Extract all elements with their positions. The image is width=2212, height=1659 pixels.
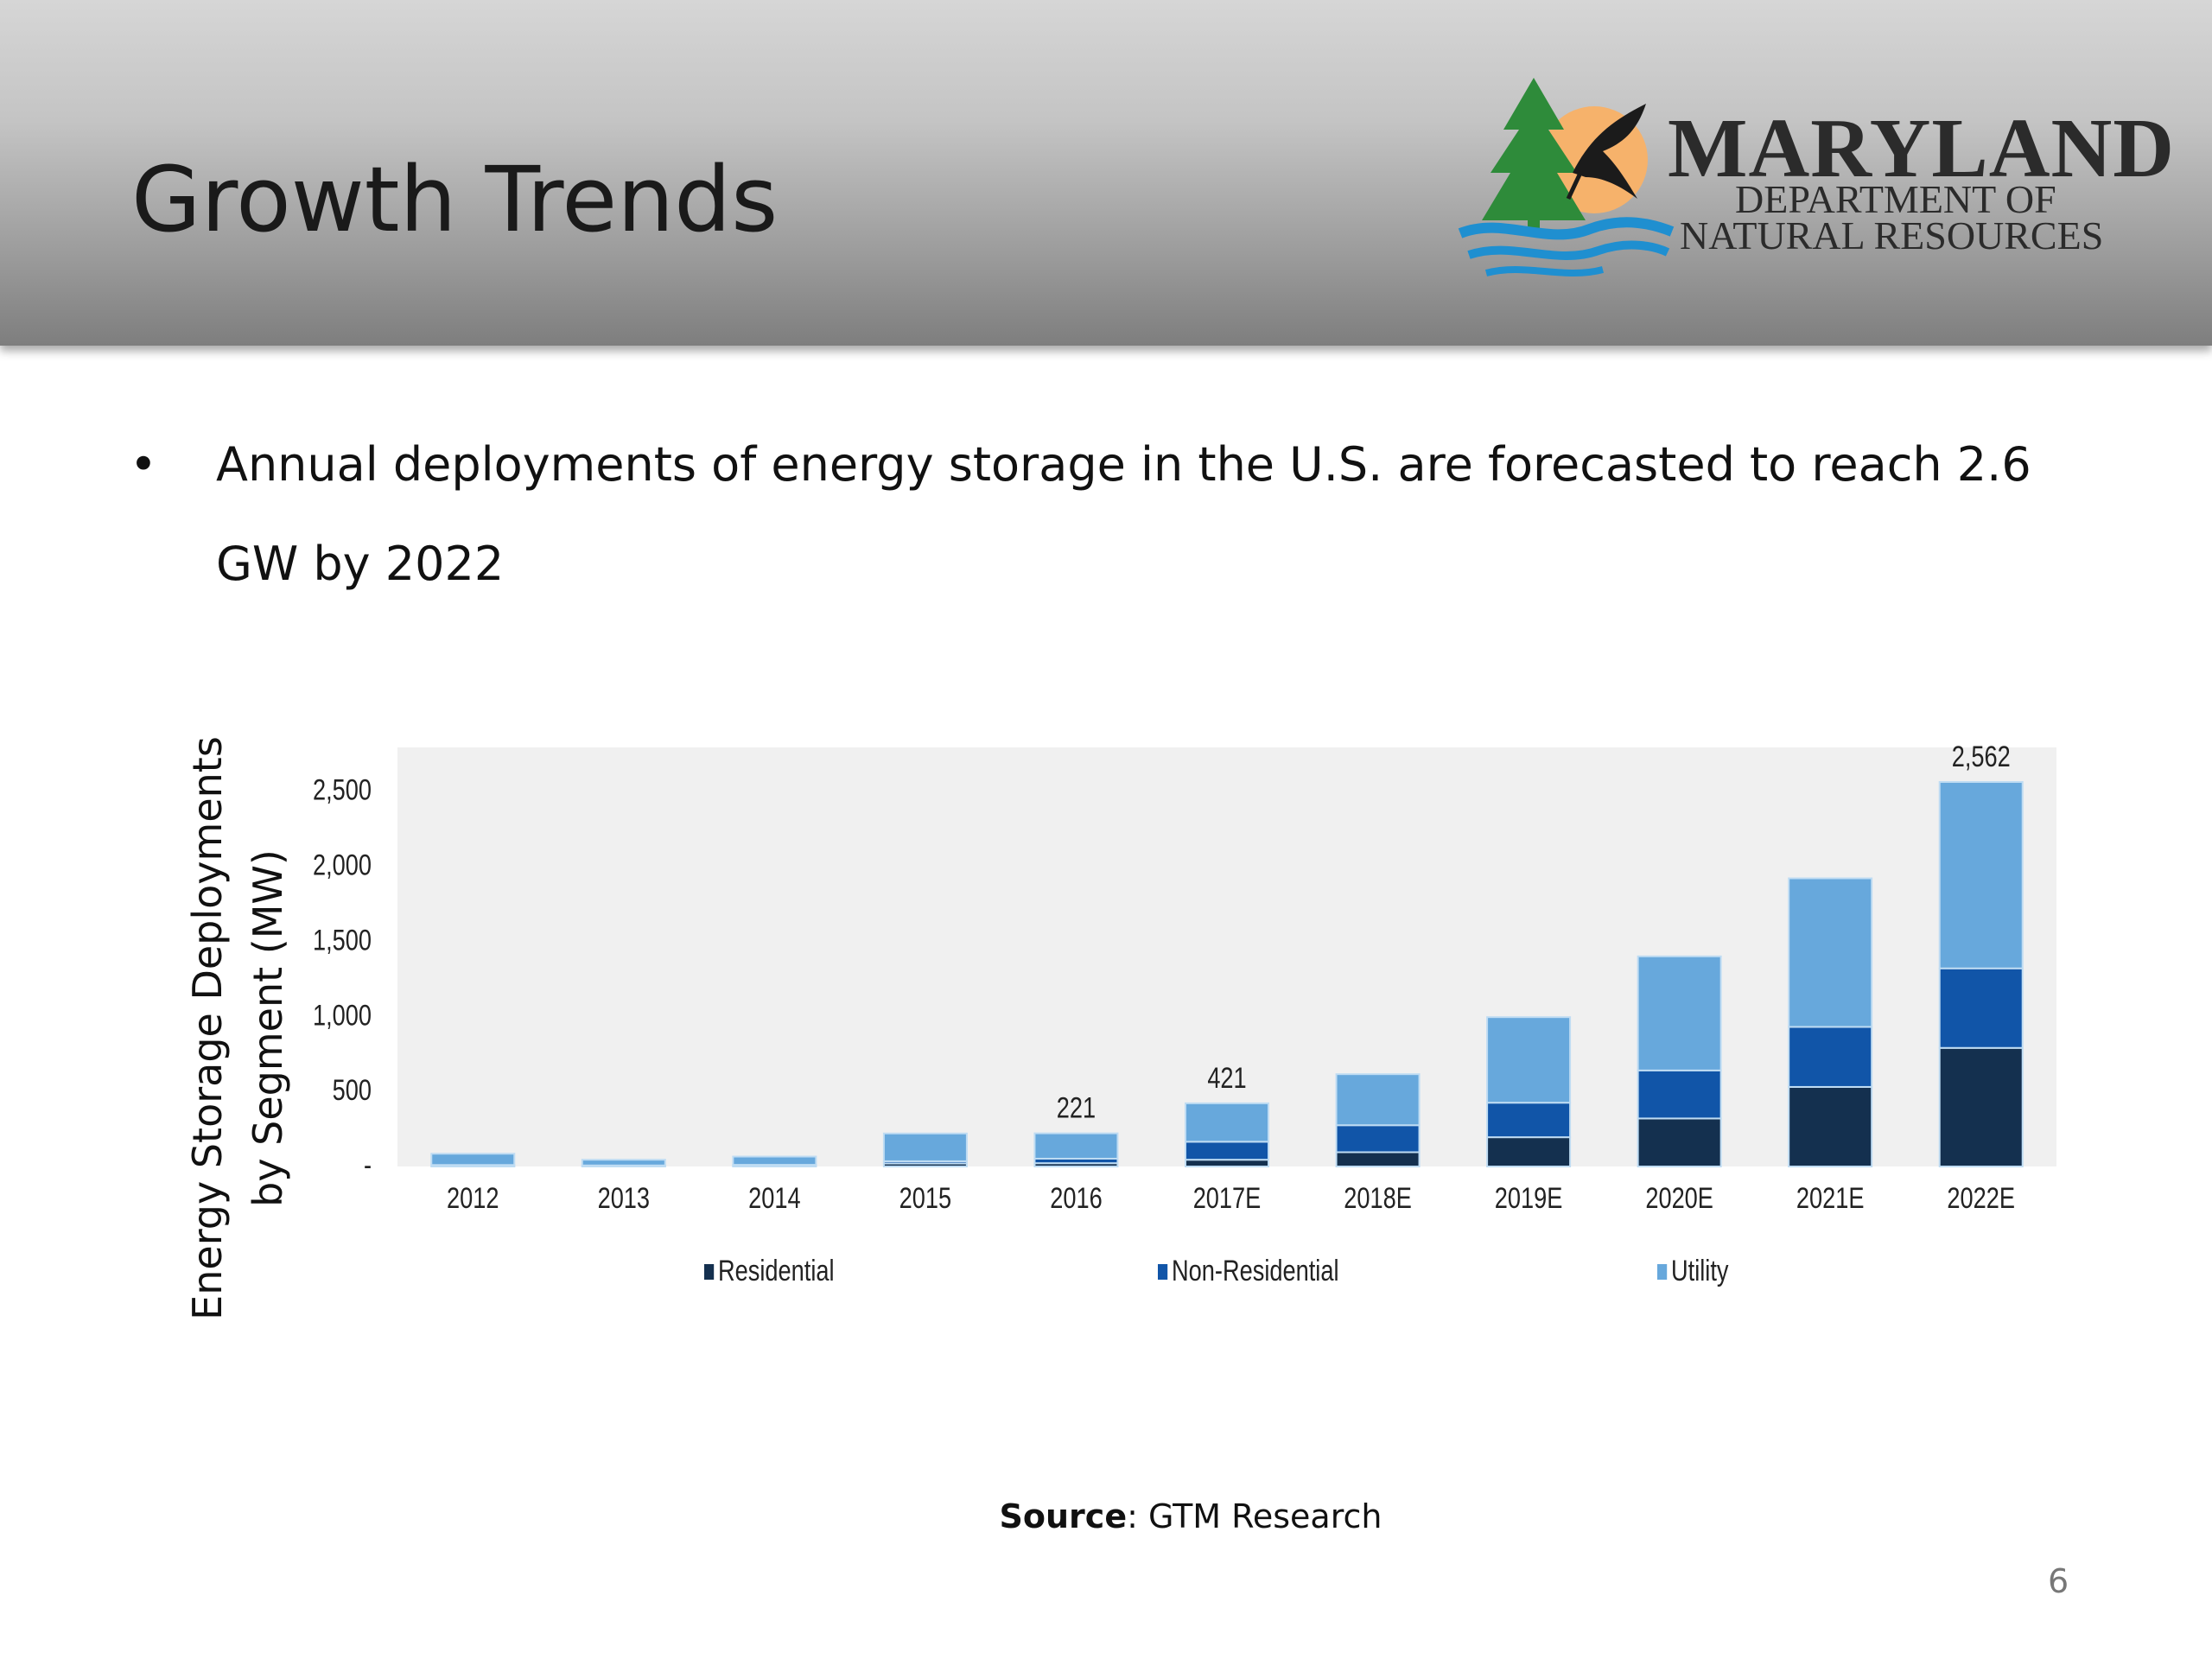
energy-storage-stacked-bar-chart: - 500 1,000 1,500 2,000 2,500 2012 2013 2014 2015… xyxy=(313,740,2056,1215)
bar-segment-non-residential xyxy=(1938,967,2024,1049)
bar-segment-utility xyxy=(1486,1016,1572,1104)
y-tick-label: 1,500 xyxy=(313,924,372,957)
y-tick-label: 500 xyxy=(333,1073,372,1107)
bar-segment-residential xyxy=(1637,1117,1722,1167)
plot-area xyxy=(397,747,2056,1166)
y-axis-title: Energy Storage Deployments by Segment (M… xyxy=(184,736,291,1320)
bar-segment-residential xyxy=(1938,1046,2024,1168)
bar-segment-non-residential xyxy=(1486,1102,1572,1139)
legend-label: Residential xyxy=(718,1255,835,1287)
source-text: : GTM Research xyxy=(1127,1497,1382,1535)
bullet-list: • Annual deployments of energy storage i… xyxy=(130,415,2082,613)
bar-segment-utility xyxy=(1938,780,2024,969)
legend-label: Non-Residential xyxy=(1172,1255,1339,1287)
bar-segment-utility xyxy=(1788,877,1873,1028)
bar-segment-residential xyxy=(1788,1085,1873,1167)
legend-item: Non-Residential xyxy=(1158,1255,1339,1288)
logo-line-maryland: MARYLAND xyxy=(1668,102,2176,195)
x-tick-label: 2013 xyxy=(598,1181,650,1215)
page-number: 6 xyxy=(2048,1562,2069,1600)
maryland-dnr-emblem-icon xyxy=(1458,78,1675,276)
bar-segment-non-residential xyxy=(1335,1124,1421,1154)
bullet-text: Annual deployments of energy storage in … xyxy=(216,437,2031,591)
source-note: Source: GTM Research xyxy=(0,1497,2212,1535)
bar-segment-utility xyxy=(732,1155,817,1166)
bar-segment-utility xyxy=(581,1159,666,1166)
y-tick-label: 2,500 xyxy=(313,773,372,807)
maryland-dnr-logo: MARYLAND DEPARTMENT OF NATURAL RESOURCES xyxy=(1452,69,2174,276)
bar-segment-utility xyxy=(1033,1132,1119,1160)
data-label: 221 xyxy=(1057,1091,1096,1125)
x-tick-label: 2022E xyxy=(1947,1181,2015,1215)
bar-segment-residential xyxy=(1486,1136,1572,1168)
legend-item: Residential xyxy=(704,1255,835,1288)
x-tick-label: 2012 xyxy=(447,1181,499,1215)
logo-line-department: DEPARTMENT OF xyxy=(1735,177,2056,221)
data-label: 421 xyxy=(1207,1061,1246,1095)
x-tick-label: 2014 xyxy=(748,1181,800,1215)
data-label: 2,562 xyxy=(1952,740,2011,773)
bar-segment-utility xyxy=(1637,955,1722,1071)
chart-legend: Residential Non-Residential Utility xyxy=(0,1255,2212,1298)
bar-segment-non-residential xyxy=(1185,1141,1269,1161)
slide-title: Growth Trends xyxy=(131,147,779,252)
legend-swatch xyxy=(1657,1263,1668,1280)
y-tick-label: - xyxy=(364,1148,372,1182)
legend-item: Utility xyxy=(1657,1255,1728,1288)
y-tick-label: 2,000 xyxy=(313,849,372,882)
bar-segment-utility xyxy=(882,1132,968,1162)
source-label: Source xyxy=(999,1497,1128,1535)
bullet-marker: • xyxy=(130,437,157,492)
bar-segment-residential xyxy=(1335,1151,1421,1168)
bar-segment-utility xyxy=(1185,1102,1269,1143)
bar-segment-utility xyxy=(430,1153,516,1166)
bar-segment-residential xyxy=(1185,1159,1269,1168)
logo-line-natural-resources: NATURAL RESOURCES xyxy=(1680,213,2104,257)
legend-swatch xyxy=(1158,1263,1168,1280)
bar-segment-utility xyxy=(1335,1073,1421,1127)
logo-wordmark: MARYLAND DEPARTMENT OF NATURAL RESOURCES xyxy=(1668,69,2174,276)
bar-segment-non-residential xyxy=(1788,1026,1873,1088)
x-tick-label: 2021E xyxy=(1796,1181,1865,1215)
slide-header: Growth Trends MARYLAND DEPARTMENT OF NAT… xyxy=(0,0,2212,346)
bullet-item: • Annual deployments of energy storage i… xyxy=(130,415,2082,613)
bar-segment-non-residential xyxy=(1637,1069,1722,1120)
y-tick-label: 1,000 xyxy=(313,998,372,1032)
x-tick-label: 2017E xyxy=(1193,1181,1262,1215)
x-tick-label: 2019E xyxy=(1495,1181,1563,1215)
x-tick-label: 2020E xyxy=(1645,1181,1713,1215)
legend-label: Utility xyxy=(1671,1255,1729,1287)
x-tick-label: 2016 xyxy=(1050,1181,1102,1215)
x-tick-label: 2015 xyxy=(899,1181,951,1215)
legend-swatch xyxy=(704,1263,715,1280)
x-tick-label: 2018E xyxy=(1344,1181,1412,1215)
